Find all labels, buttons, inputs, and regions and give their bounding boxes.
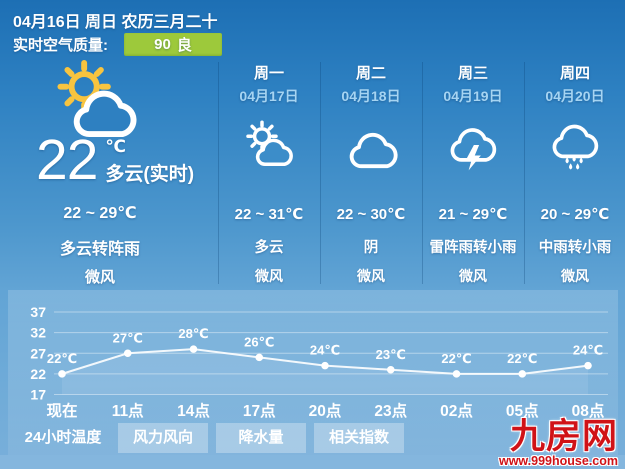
date-label: 04月20日	[545, 88, 605, 104]
chart-point	[584, 361, 592, 370]
temp-range: 22 ~ 31℃	[234, 206, 304, 223]
current-condition: 多云转阵雨	[59, 241, 140, 258]
forecast-day-thursday: 周四 04月20日 20 ~ 29℃ 中雨转小雨 微风	[524, 57, 625, 288]
watermark-brand: 九房网	[509, 416, 618, 456]
tab-wind[interactable]: 风力风向	[118, 423, 208, 453]
current-temp-range: 22 ~ 29℃	[63, 205, 137, 222]
thunderstorm-icon	[450, 128, 497, 171]
chart-point	[386, 365, 395, 374]
watermark-url: www.999house.com	[498, 453, 618, 468]
current-temperature: 22	[36, 128, 98, 192]
wind: 微风	[255, 268, 283, 284]
tab-24h-temperature[interactable]: 24小时温度	[24, 429, 102, 446]
chart-point	[123, 349, 132, 358]
tab-precipitation[interactable]: 降水量	[216, 423, 306, 453]
x-axis-tick: 08点	[572, 401, 605, 420]
date-label: 04月18日	[341, 88, 401, 104]
point-label: 24℃	[573, 343, 603, 358]
wind: 微风	[357, 268, 385, 284]
column-divider	[320, 62, 321, 284]
current-condition-now: 多云(实时)	[105, 164, 195, 185]
column-divider	[218, 62, 219, 284]
date-label: 04月19日	[443, 88, 503, 104]
sun-cloud-icon	[246, 120, 293, 167]
x-axis-tick: 20点	[309, 401, 342, 420]
air-quality-label: 实时空气质量:	[13, 36, 108, 54]
x-axis-tick: 14点	[177, 401, 210, 420]
sun-cloud-icon	[57, 60, 137, 138]
bottom-strip	[0, 455, 625, 469]
chart-point	[321, 361, 329, 370]
x-axis-tick: 11点	[112, 401, 144, 420]
x-axis-tick: 02点	[440, 401, 473, 420]
temperature-chart: 37 32 27 22 17 22℃ 现在 27℃ 11点 28℃ 14点 26℃ 17点 24℃ 20点 2…	[30, 304, 608, 420]
x-axis-tick: 23点	[374, 401, 407, 420]
wind: 微风	[459, 268, 487, 284]
forecast-day-wednesday: 周三 04月19日 21 ~ 29℃ 雷阵雨转小雨 微风	[422, 57, 524, 288]
condition: 雷阵雨转小雨	[429, 240, 517, 256]
chart-point	[518, 370, 527, 378]
point-label: 23℃	[376, 347, 406, 362]
x-axis-tick: 现在	[46, 401, 77, 420]
weekday-label: 周三	[457, 65, 488, 82]
point-label: 26℃	[244, 334, 274, 349]
y-axis-tick: 27	[30, 345, 46, 361]
point-label: 28℃	[178, 326, 208, 341]
point-label: 22℃	[441, 351, 471, 366]
current-weather-section: 22 ℃ 多云(实时) 22 ~ 29℃ 多云转阵雨 微风	[0, 57, 218, 288]
y-axis-tick: 37	[30, 304, 46, 320]
forecast-day-monday: 周一 04月17日 22 ~ 31℃ 多云 微风	[218, 57, 320, 288]
forecast-day-tuesday: 周二 04月18日 22 ~ 30℃ 阴 微风	[320, 57, 422, 288]
air-quality-value: 90	[154, 35, 171, 53]
chart-point	[189, 345, 198, 353]
point-label: 24℃	[310, 343, 340, 358]
wind: 微风	[561, 268, 589, 284]
point-label: 27℃	[113, 330, 143, 345]
point-label: 22℃	[507, 351, 537, 366]
weekday-label: 周二	[355, 65, 386, 82]
temp-range: 21 ~ 29℃	[438, 206, 508, 223]
weekday-label: 周四	[559, 65, 590, 82]
raindrops	[565, 155, 583, 170]
y-axis-tick: 22	[30, 366, 46, 382]
current-wind: 微风	[84, 269, 115, 286]
y-axis-tick: 32	[30, 325, 46, 341]
column-divider	[524, 62, 525, 284]
weather-tabs: 24小时温度 风力风向 降水量 相关指数	[8, 423, 618, 453]
condition: 多云	[254, 240, 284, 256]
temperature-unit: ℃	[105, 137, 126, 156]
column-divider	[422, 62, 423, 284]
air-quality-badge: 90 良	[124, 32, 222, 56]
current-date: 04月16日 周日 农历三月二十	[13, 14, 218, 31]
air-quality-row: 实时空气质量: 90 良	[13, 32, 222, 56]
y-axis-tick: 17	[30, 387, 46, 403]
temp-range: 22 ~ 30℃	[336, 206, 406, 223]
watermark: 九房网 www.999house.com	[499, 419, 618, 468]
current-temp-block: 22 ℃ 多云(实时)	[36, 131, 194, 189]
tab-indices[interactable]: 相关指数	[314, 423, 404, 453]
chart-point	[58, 370, 66, 378]
top-bar: 04月16日 周日 农历三月二十 实时空气质量: 90 良	[0, 0, 625, 57]
point-label: 22℃	[47, 351, 77, 366]
temp-range: 20 ~ 29℃	[540, 206, 610, 223]
x-axis-tick: 17点	[243, 401, 276, 420]
hourly-temperature-panel: 37 32 27 22 17 22℃ 现在 27℃ 11点 28℃ 14点 26℃ 17点 24℃ 20点 2…	[8, 290, 618, 455]
condition: 中雨转小雨	[538, 240, 612, 256]
weekday-label: 周一	[253, 65, 284, 82]
air-quality-level: 良	[176, 36, 192, 54]
chart-area-fill	[62, 349, 588, 395]
condition: 阴	[363, 240, 379, 256]
date-label: 04月17日	[239, 88, 299, 104]
chart-point	[452, 370, 461, 378]
cloud-icon	[349, 132, 398, 169]
rain-icon	[552, 124, 599, 170]
x-axis-tick: 05点	[506, 401, 539, 420]
chart-point	[255, 353, 264, 362]
